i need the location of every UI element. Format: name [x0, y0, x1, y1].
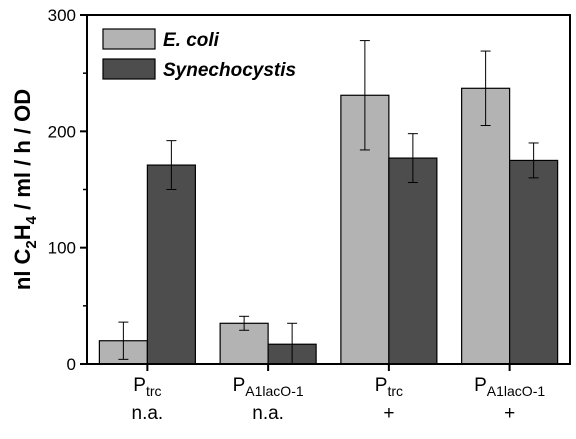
- category-label-0: Ptrc: [133, 375, 161, 399]
- category-label-1: PA1lacO-1: [233, 375, 304, 399]
- category-labels: Ptrc n.a. PA1lacO-1 n.a. Ptrc + PA1lacO-1 +: [132, 375, 546, 424]
- legend-swatch-0: [103, 29, 155, 49]
- bar-synechocystis-0: [147, 165, 195, 364]
- category-label-2: Ptrc: [375, 375, 403, 399]
- legend-label-0: E. coli: [163, 30, 220, 51]
- bar-synechocystis-3: [510, 160, 558, 364]
- y-tick-label-300: 300: [48, 6, 76, 25]
- y-tick-label-200: 200: [48, 122, 76, 141]
- legend: E. coli Synechocystis: [103, 29, 296, 81]
- category-condition-0: n.a.: [132, 403, 164, 424]
- bars-layer: [99, 88, 557, 364]
- category-condition-2: +: [383, 403, 394, 424]
- legend-label-1: Synechocystis: [163, 60, 296, 81]
- bar-ecoli-3: [462, 88, 510, 364]
- category-condition-3: +: [504, 403, 515, 424]
- y-tick-label-100: 100: [48, 239, 76, 258]
- y-axis-label: nl C2H4 / ml / h / OD: [10, 89, 40, 290]
- category-label-3: PA1lacO-1: [474, 375, 545, 399]
- legend-swatch-1: [103, 59, 155, 79]
- y-tick-label-0: 0: [67, 355, 76, 374]
- category-condition-1: n.a.: [252, 403, 284, 424]
- bar-synechocystis-2: [389, 158, 437, 364]
- y-axis-title: nl C2H4 / ml / h / OD: [10, 89, 40, 290]
